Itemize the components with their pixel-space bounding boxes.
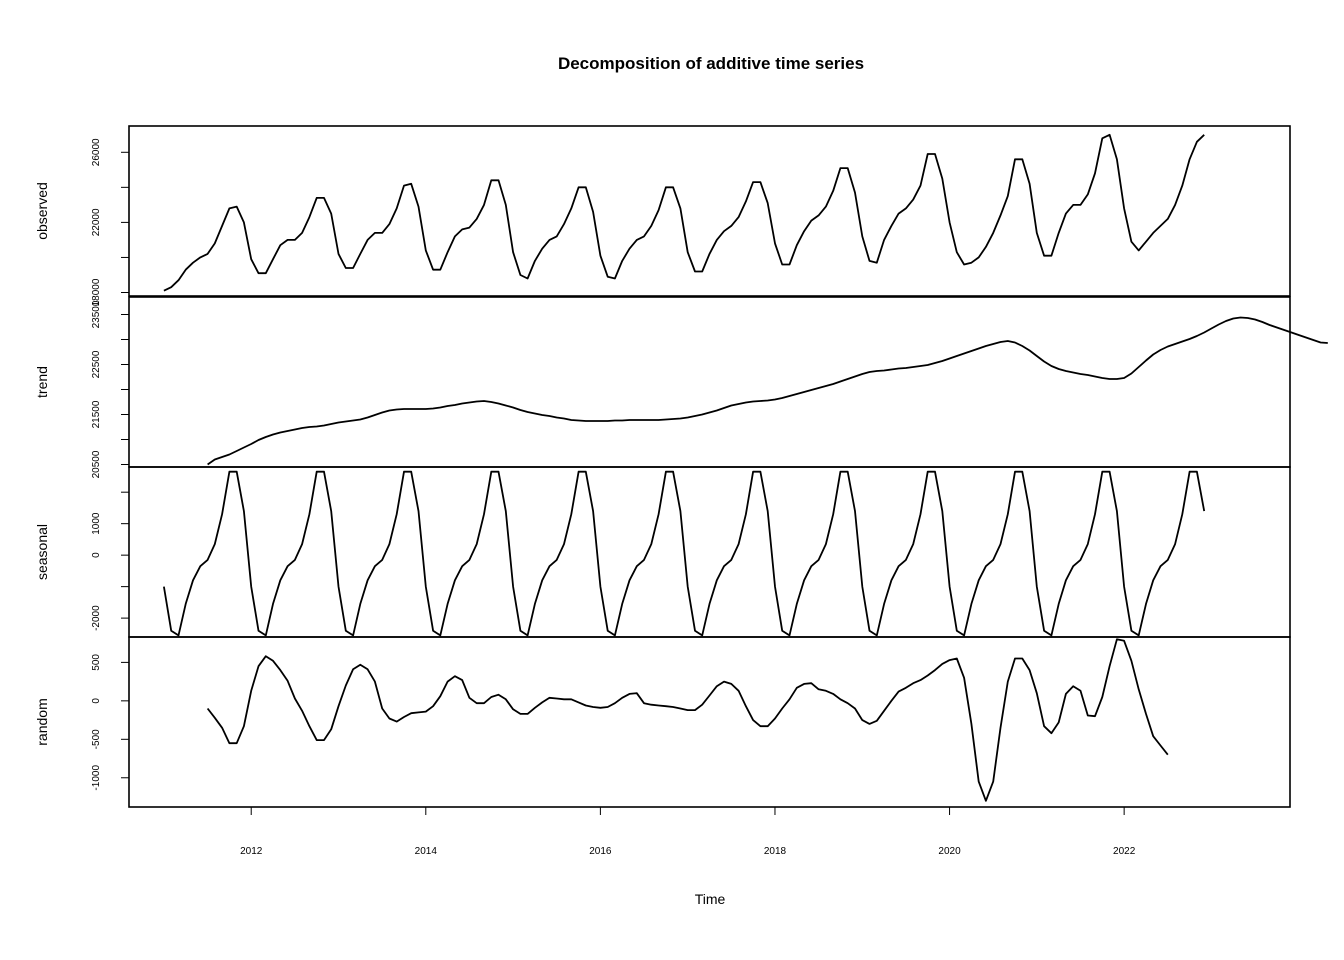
observed-ytick-label: 26000 <box>91 138 102 166</box>
x-tick-label: 2018 <box>764 846 787 857</box>
trend-ylabel: trend <box>34 366 50 398</box>
x-tick-label: 2020 <box>938 846 961 857</box>
seasonal-ytick-label: 1000 <box>91 512 102 535</box>
random-ytick-label: 0 <box>91 698 102 704</box>
observed-ylabel: observed <box>34 182 50 240</box>
seasonal-ytick-label: 0 <box>91 552 102 558</box>
observed-ytick-label: 22000 <box>91 208 102 236</box>
trend-frame <box>128 296 1291 468</box>
seasonal-frame <box>128 466 1291 638</box>
x-tick-label: 2016 <box>589 846 612 857</box>
trend-series-line <box>207 316 1328 466</box>
random-panel: random -1000 -500 0 500 <box>34 636 1291 808</box>
chart-title: Decomposition of additive time series <box>558 54 864 73</box>
seasonal-series-line <box>163 470 1206 637</box>
observed-ytick-label: 18000 <box>91 278 102 306</box>
observed-frame <box>128 125 1291 297</box>
seasonal-ytick-label: -2000 <box>91 605 102 631</box>
observed-panel: observed 18000 22000 26000 <box>34 125 1291 306</box>
seasonal-panel: seasonal -2000 0 1000 <box>34 466 1291 638</box>
seasonal-ylabel: seasonal <box>34 524 50 580</box>
panels: observed 18000 22000 26000 trend 20500 21500 22… <box>34 125 1328 808</box>
x-axis: 2012 2014 2016 2018 2020 2022 <box>240 807 1136 857</box>
random-ytick-label: 500 <box>91 654 102 671</box>
x-tick-label: 2012 <box>240 846 263 857</box>
x-axis-label: Time <box>695 891 726 907</box>
random-ytick-label: -500 <box>91 729 102 749</box>
observed-series-line <box>163 133 1205 292</box>
trend-ytick-label: 22500 <box>91 350 102 378</box>
trend-ytick-label: 21500 <box>91 400 102 428</box>
trend-panel: trend 20500 21500 22500 23500 <box>34 296 1328 478</box>
trend-ytick-label: 23500 <box>91 300 102 328</box>
trend-ytick-label: 20500 <box>91 450 102 478</box>
random-series-line <box>206 638 1169 802</box>
random-ytick-label: -1000 <box>91 765 102 791</box>
x-tick-label: 2014 <box>415 846 438 857</box>
random-ylabel: random <box>34 698 50 745</box>
x-tick-label: 2022 <box>1113 846 1136 857</box>
random-frame <box>128 636 1291 808</box>
